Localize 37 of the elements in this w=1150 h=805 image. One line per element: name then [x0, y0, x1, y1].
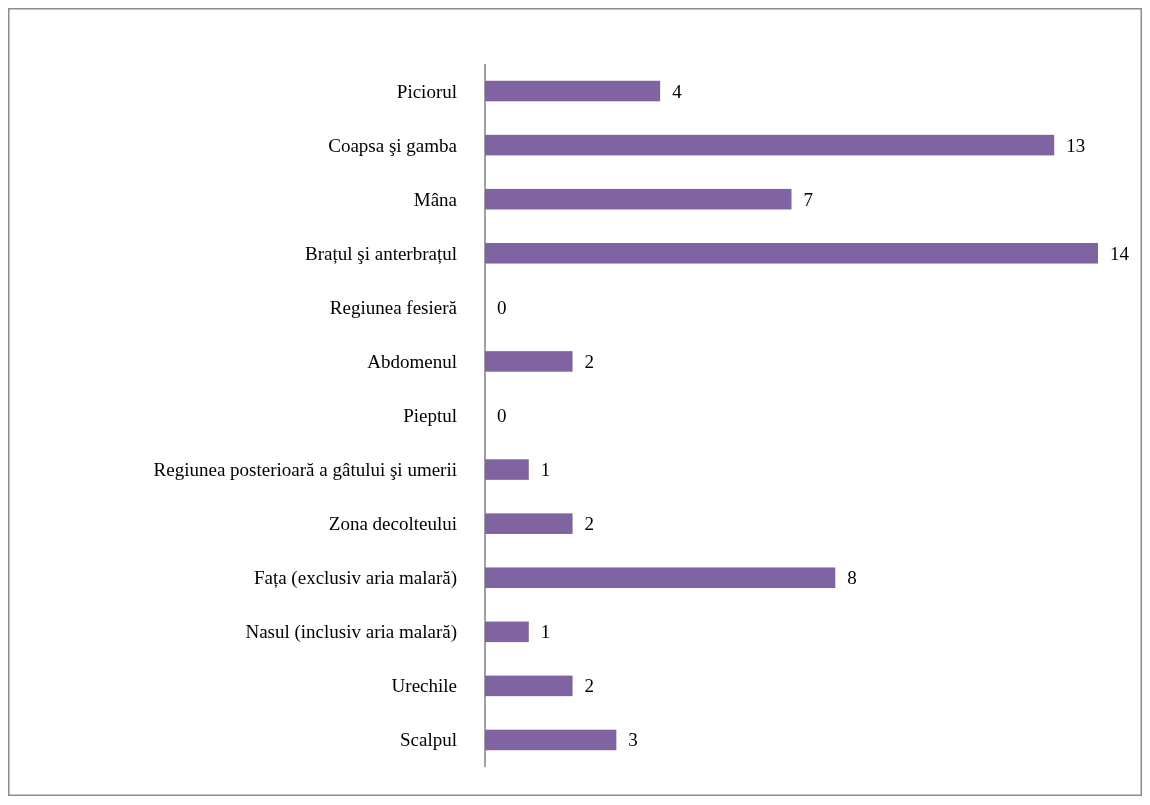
data-label: 7 [803, 188, 813, 210]
y-tick-label: Pieptul [403, 405, 457, 426]
bar [485, 621, 529, 643]
y-tick-label: Nasul (inclusiv aria malară) [245, 621, 457, 644]
data-label: 3 [628, 729, 638, 751]
y-tick-label: Coapsa şi gamba [328, 134, 458, 156]
data-label: 0 [497, 405, 507, 426]
y-tick-label: Brațul şi anterbrațul [305, 242, 457, 264]
bar [485, 243, 1098, 264]
data-label: 1 [540, 621, 551, 643]
y-tick-label: Piciorul [396, 80, 457, 102]
y-tick-label: Abdomenul [367, 350, 457, 372]
bar [485, 459, 529, 480]
data-label: 2 [584, 350, 595, 372]
bar [485, 567, 836, 589]
bar [485, 80, 661, 102]
data-label: 13 [1066, 134, 1086, 156]
y-tick-label: Urechile [391, 675, 457, 697]
data-label: 2 [584, 675, 595, 697]
y-tick-label: Mâna [413, 188, 458, 210]
data-label: 8 [847, 567, 857, 589]
data-label: 4 [672, 80, 683, 102]
y-tick-label: Regiunea fesieră [329, 296, 458, 318]
data-label: 14 [1110, 242, 1130, 264]
data-label: 0 [497, 296, 507, 318]
y-tick-label: Fața (exclusiv aria malară) [253, 567, 457, 590]
y-tick-label: Scalpul [400, 729, 457, 751]
bar [485, 188, 792, 210]
bar [485, 675, 573, 697]
bar [485, 134, 1055, 156]
bar [485, 513, 573, 534]
data-label: 1 [540, 459, 551, 481]
bar [485, 351, 573, 372]
y-tick-label: Zona decolteului [328, 513, 457, 535]
y-tick-label: Regiunea posterioară a gâtului şi umerii [153, 459, 457, 481]
data-label: 2 [584, 513, 595, 535]
bar [485, 729, 617, 751]
